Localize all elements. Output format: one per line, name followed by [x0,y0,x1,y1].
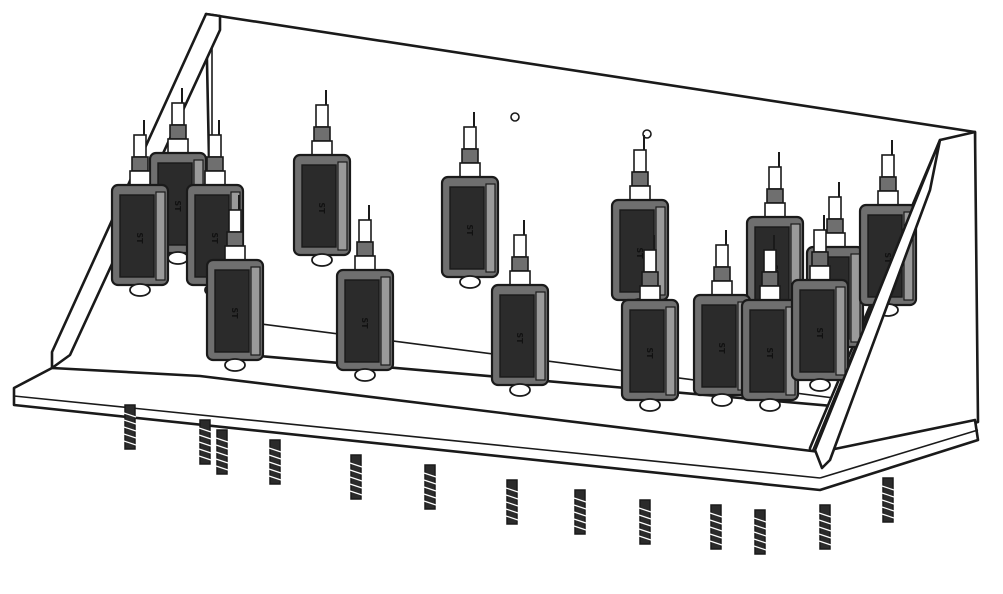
module-label: ST [135,232,144,244]
screw [268,439,282,485]
module-label: ST [317,202,326,214]
screw [573,489,587,535]
plug-module: ST [620,235,680,412]
screw [638,499,652,545]
mounting-screws [123,404,895,555]
plug-module: ST [335,205,395,382]
screw [709,504,723,550]
screw [423,464,437,510]
plug-module: ST [790,215,850,392]
plug-module: ST [440,112,500,289]
plug-module: ST [740,235,800,412]
module-label: ST [883,252,892,264]
screw [505,479,519,525]
module-label: ST [465,224,474,236]
module-label: ST [815,327,824,339]
module-label: ST [515,332,524,344]
plug-module: ST [610,135,670,312]
module-label: ST [210,232,219,244]
module-label: ST [173,200,182,212]
module-label: ST [230,307,239,319]
plug-module: ST [292,90,352,267]
screw [753,509,767,555]
right-side-wall-front [813,138,942,470]
module-label: ST [717,342,726,354]
plug-module: ST [490,220,550,397]
plug-module: ST [205,195,265,372]
module-label: ST [765,347,774,359]
screw [881,477,895,523]
screw [818,504,832,550]
module-label: ST [635,247,644,259]
screw [123,404,137,450]
module-label: ST [645,347,654,359]
plug-modules: STSTSTSTSTSTSTSTSTSTSTSTSTSTSTST [110,88,918,412]
screw [349,454,363,500]
module-label: ST [360,317,369,329]
plug-module: ST [110,120,170,297]
screw [198,419,212,465]
screw [215,429,229,475]
base-plate [12,366,980,492]
